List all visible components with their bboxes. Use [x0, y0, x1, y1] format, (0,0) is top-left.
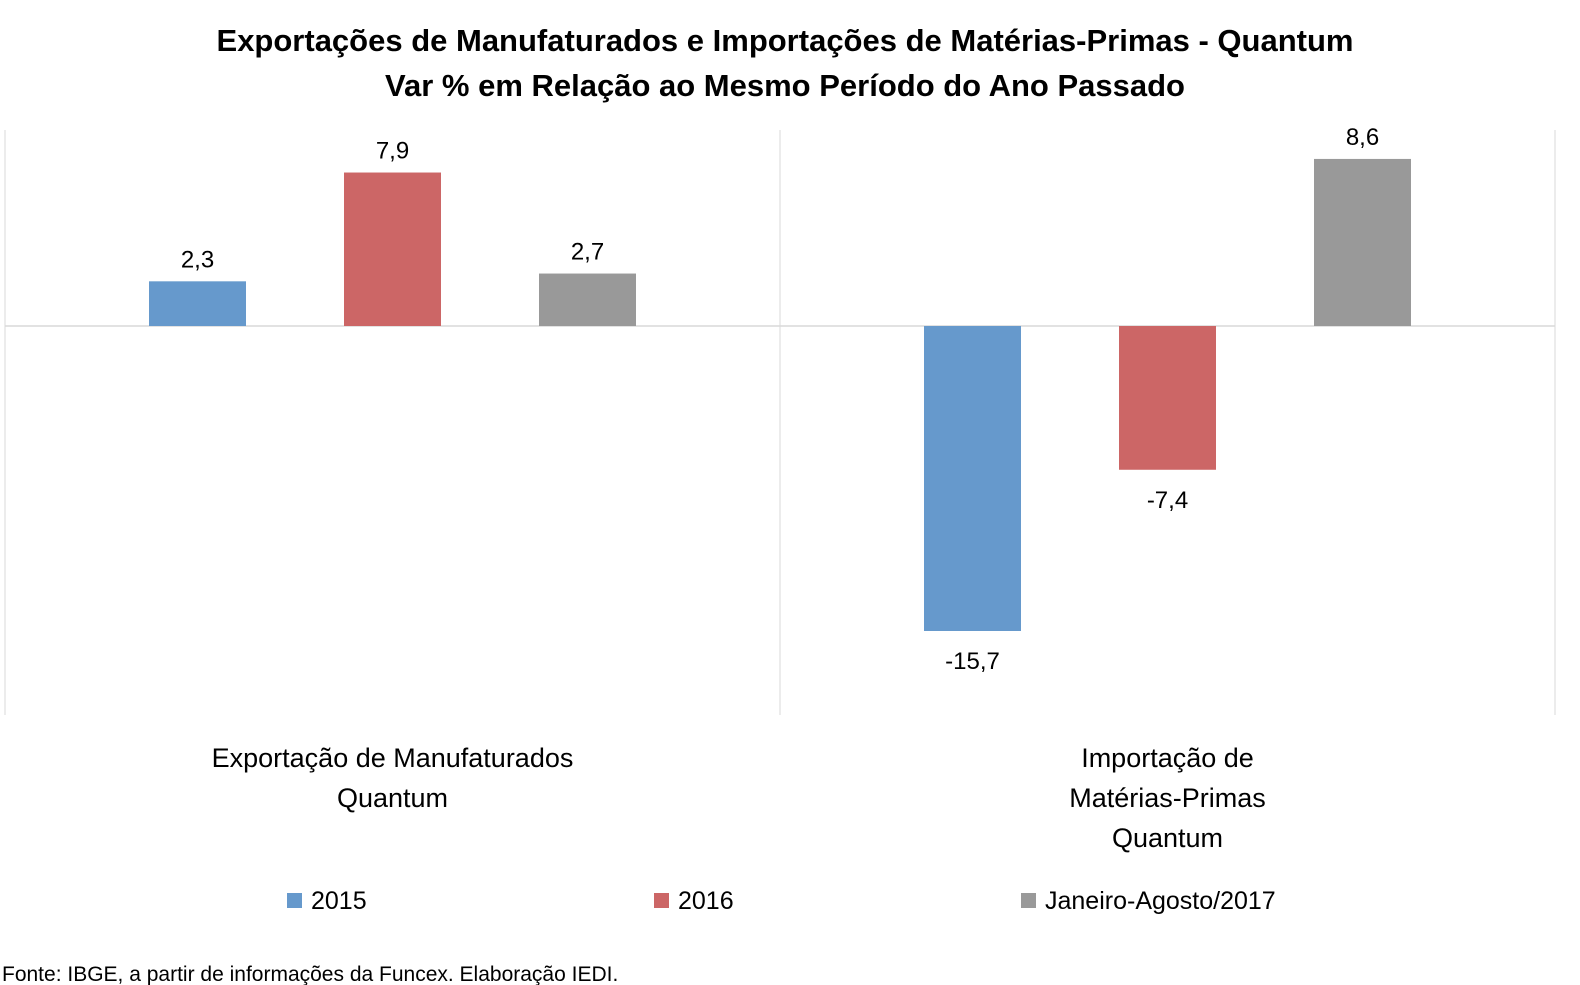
data-label: 7,9 — [376, 138, 409, 165]
bar-marks — [149, 158, 1411, 631]
data-label: 8,6 — [1346, 124, 1379, 151]
bar-2016-1 — [344, 172, 441, 326]
data-label: 2,3 — [181, 246, 214, 273]
legend: 2015 2016 Janeiro-Agosto/2017 — [287, 887, 1276, 915]
legend-label: 2016 — [678, 887, 734, 915]
bar-Janeiro-Agosto/2017-2 — [1314, 158, 1411, 326]
category-label: Importação de — [1081, 743, 1254, 773]
data-label: -7,4 — [1147, 487, 1188, 514]
data-label: 2,7 — [571, 239, 604, 266]
bar-2015-1 — [149, 281, 246, 326]
bar-Janeiro-Agosto/2017-1 — [539, 273, 636, 326]
category-label: Matérias-Primas — [1069, 783, 1266, 813]
data-label: -15,7 — [945, 648, 1000, 675]
data-labels: 2,3 7,9 2,7 -15,7 -7,4 8,6 — [181, 124, 1379, 675]
plot-area — [4, 130, 1556, 715]
category-label: Quantum — [337, 783, 448, 813]
category-label: Quantum — [1112, 823, 1223, 853]
chart-title: Exportações de Manufaturados e Importaçõ… — [217, 23, 1354, 58]
chart-title-group: Exportações de Manufaturados e Importaçõ… — [217, 23, 1354, 103]
source-note: Fonte: IBGE, a partir de informações da … — [2, 963, 618, 985]
category-labels: Exportação de Manufaturados Quantum Import… — [212, 743, 1266, 853]
legend-swatch — [654, 893, 669, 908]
legend-swatch — [287, 893, 302, 908]
chart-subtitle: Var % em Relação ao Mesmo Período do Ano… — [385, 68, 1185, 103]
legend-label: 2015 — [311, 887, 367, 915]
legend-swatch — [1021, 893, 1036, 908]
bar-2015-2 — [924, 326, 1021, 631]
category-label: Exportação de Manufaturados — [212, 743, 574, 773]
bar-2016-2 — [1119, 326, 1216, 470]
legend-label: Janeiro-Agosto/2017 — [1045, 887, 1276, 915]
